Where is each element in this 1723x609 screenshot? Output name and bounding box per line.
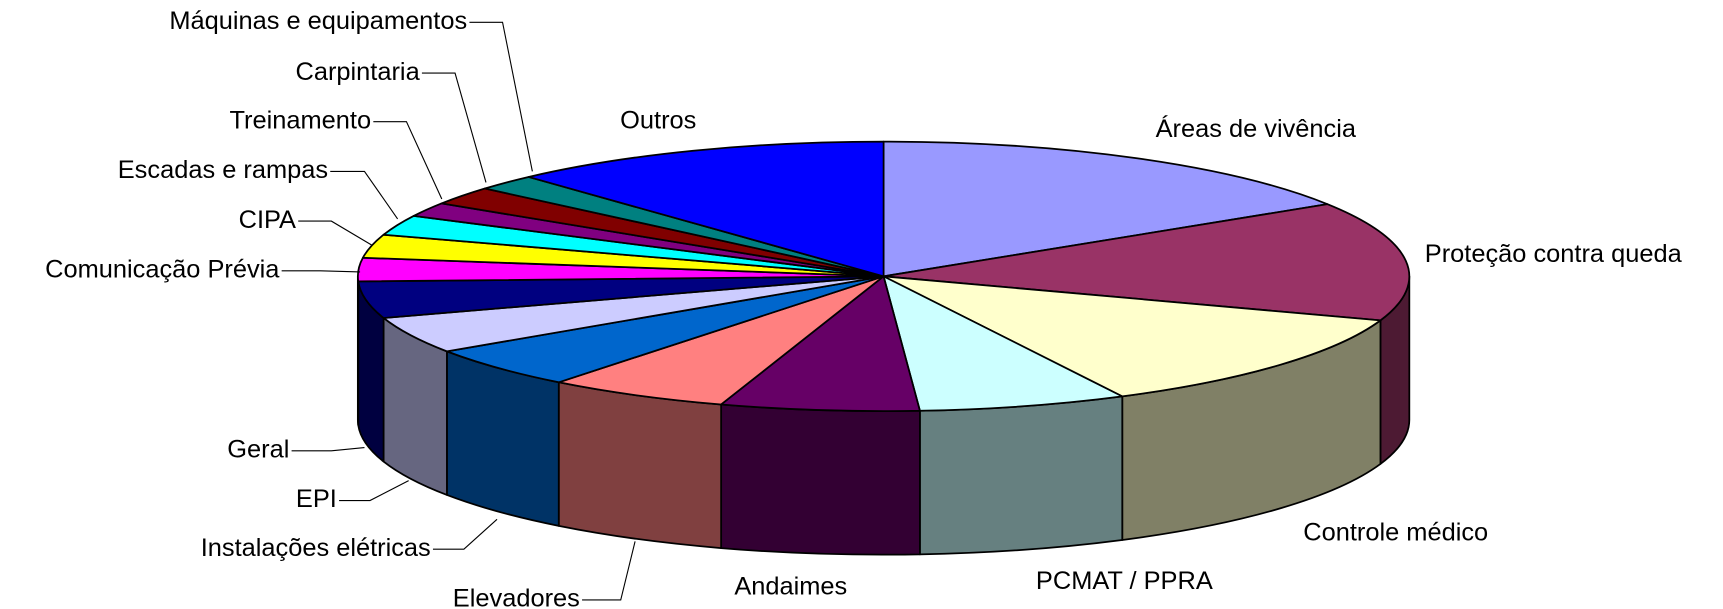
slice-side xyxy=(557,381,723,549)
slice xyxy=(882,140,1329,278)
leader-line xyxy=(330,170,399,220)
slice-label: CIPA xyxy=(239,206,296,234)
slice-label: PCMAT / PPRA xyxy=(1036,567,1213,595)
leader-line xyxy=(281,270,361,273)
slice-label: EPI xyxy=(296,485,337,513)
leader-line xyxy=(291,446,365,452)
slice xyxy=(446,275,885,384)
leader-line xyxy=(469,21,533,172)
slice xyxy=(882,203,1411,322)
leader-line xyxy=(432,518,498,550)
slice-label: Controle médico xyxy=(1303,518,1488,546)
slice xyxy=(527,140,885,278)
slice-label: Instalações elétricas xyxy=(201,534,431,562)
slice-label: Geral xyxy=(227,436,289,464)
slice-label: Proteção contra queda xyxy=(1425,240,1683,268)
slice-label: Comunicação Prévia xyxy=(45,256,280,284)
slice-label: Andaimes xyxy=(734,573,847,601)
slice-side xyxy=(919,395,1124,556)
slice xyxy=(882,275,1124,412)
slice-label: Outros xyxy=(620,106,696,134)
labels: Áreas de vivência Proteção contra queda Co… xyxy=(45,7,1682,609)
slice-label: Treinamento xyxy=(229,106,371,134)
slice-label: Elevadores xyxy=(453,585,580,609)
pie-tops xyxy=(356,140,1411,412)
slice-label: Máquinas e equipamentos xyxy=(169,7,467,35)
leader-line xyxy=(339,480,409,502)
leader-line xyxy=(421,72,487,183)
slice-label: Áreas de vivência xyxy=(1156,114,1357,143)
leader-line xyxy=(298,220,373,246)
slice xyxy=(557,275,885,406)
leader-line xyxy=(373,121,443,200)
slice xyxy=(720,275,921,412)
leader-line xyxy=(582,541,636,601)
slice xyxy=(882,275,1382,398)
slice-side xyxy=(720,403,921,556)
slice-label: Escadas e rampas xyxy=(118,156,328,184)
slice-label: Carpintaria xyxy=(296,58,421,86)
